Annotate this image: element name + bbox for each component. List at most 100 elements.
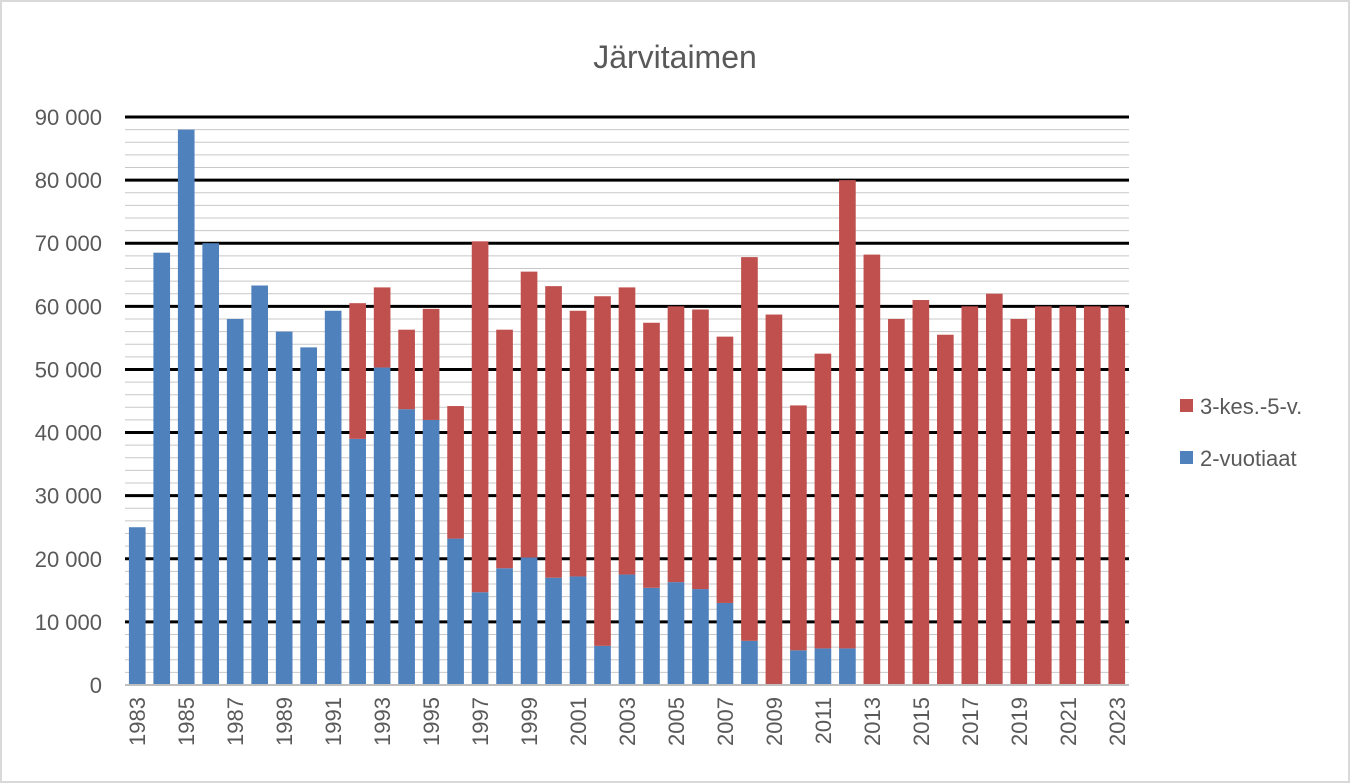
bar-3-kes-5-v-2012 [839, 180, 856, 649]
bar-3-kes-5-v-2004 [643, 322, 660, 588]
bar-2-vuotiaat-1987 [226, 318, 244, 685]
bar-2-vuotiaat-1995 [422, 419, 440, 685]
bar-3-kes-5-v-2022 [1083, 306, 1101, 685]
y-axis-tick-labels: 0 10 000 20 000 30 000 40 000 50 000 60 000 70 … [35, 105, 102, 698]
bar-2-vuotiaat-2004 [643, 587, 660, 685]
bar-2-vuotiaat-1997 [471, 592, 489, 685]
bar-2-vuotiaat-1991 [324, 310, 342, 685]
x-tick-label: 2007 [713, 697, 738, 746]
bar-2-vuotiaat-2000 [545, 577, 562, 685]
legend-swatch-3-kes-5-v [1180, 399, 1193, 412]
bar-2-vuotiaat-2003 [618, 574, 636, 685]
bar-3-kes-5-v-2005 [667, 306, 685, 583]
x-tick-label: 2005 [664, 697, 689, 746]
bar-3-kes-5-v-2010 [790, 405, 807, 651]
x-tick-label: 2009 [762, 697, 787, 746]
y-tick-label: 10 000 [35, 610, 102, 635]
x-tick-label: 1983 [125, 697, 150, 746]
bar-3-kes-5-v-2014 [888, 318, 905, 685]
bar-3-kes-5-v-2019 [1010, 318, 1028, 685]
bar-3-kes-5-v-2009 [765, 314, 783, 685]
bars [128, 129, 1126, 686]
bar-2-vuotiaat-1986 [202, 243, 220, 685]
bar-3-kes-5-v-2002 [594, 296, 611, 646]
bar-3-kes-5-v-1996 [447, 406, 464, 539]
bar-3-kes-5-v-2021 [1059, 306, 1077, 685]
bar-2-vuotiaat-2002 [594, 645, 611, 685]
x-tick-label: 1997 [468, 697, 493, 746]
bar-2-vuotiaat-1992 [349, 438, 366, 685]
bar-3-kes-5-v-2003 [618, 287, 636, 575]
bar-2-vuotiaat-1994 [398, 409, 415, 685]
x-tick-label: 2023 [1105, 697, 1130, 746]
legend-label-2-vuotiaat: 2-vuotiaat [1200, 446, 1297, 471]
legend-swatch-2-vuotiaat [1180, 451, 1193, 464]
bar-3-kes-5-v-1995 [422, 308, 440, 420]
x-tick-label: 2011 [811, 697, 836, 744]
x-tick-label: 1991 [321, 697, 346, 746]
y-tick-label: 90 000 [35, 105, 102, 130]
x-tick-label: 2003 [615, 697, 640, 746]
bar-3-kes-5-v-1992 [349, 303, 366, 439]
legend: 3-kes.-5-v. 2-vuotiaat [1180, 394, 1302, 471]
x-tick-label: 1995 [419, 697, 444, 746]
bar-3-kes-5-v-2013 [863, 254, 881, 686]
bar-2-vuotiaat-1996 [447, 538, 464, 685]
bar-3-kes-5-v-1994 [398, 329, 415, 410]
bar-2-vuotiaat-1983 [128, 527, 146, 685]
bar-2-vuotiaat-1989 [275, 331, 293, 685]
y-tick-label: 0 [90, 673, 102, 698]
x-tick-label: 2015 [909, 697, 934, 746]
bar-3-kes-5-v-2007 [716, 336, 734, 603]
bar-2-vuotiaat-2007 [716, 602, 734, 685]
bar-2-vuotiaat-1990 [300, 347, 317, 685]
bar-2-vuotiaat-1993 [373, 367, 391, 685]
y-tick-label: 60 000 [35, 294, 102, 319]
bar-2-vuotiaat-1998 [496, 568, 513, 685]
x-axis-tick-labels: 1983 1985 1987 1989 1991 1993 1995 1997 1999 2001… [125, 697, 1130, 746]
bar-3-kes-5-v-2017 [961, 306, 979, 685]
y-tick-label: 30 000 [35, 484, 102, 509]
bar-3-kes-5-v-2011 [814, 353, 832, 649]
bar-3-kes-5-v-2008 [741, 257, 758, 641]
bar-3-kes-5-v-2000 [545, 286, 562, 578]
x-tick-label: 1985 [174, 697, 199, 746]
bar-2-vuotiaat-2006 [692, 589, 709, 685]
x-tick-label: 2017 [958, 697, 983, 746]
y-tick-label: 70 000 [35, 231, 102, 256]
bar-2-vuotiaat-2005 [667, 582, 685, 685]
bar-3-kes-5-v-1993 [373, 287, 391, 368]
bar-2-vuotiaat-2011 [814, 648, 832, 685]
bar-3-kes-5-v-2016 [937, 334, 954, 685]
y-tick-label: 40 000 [35, 421, 102, 446]
x-tick-label: 1999 [517, 697, 542, 746]
bar-3-kes-5-v-2020 [1034, 306, 1052, 685]
x-tick-label: 2019 [1007, 697, 1032, 746]
chart-title: Järvitaimen [593, 39, 757, 75]
bar-2-vuotiaat-2010 [790, 650, 807, 685]
x-tick-label: 2001 [566, 697, 591, 746]
bar-2-vuotiaat-2001 [569, 576, 587, 685]
bar-3-kes-5-v-2001 [569, 310, 587, 577]
legend-label-3-kes-5-v: 3-kes.-5-v. [1200, 394, 1302, 419]
x-tick-label: 2021 [1056, 697, 1081, 746]
y-tick-label: 80 000 [35, 168, 102, 193]
bar-2-vuotiaat-1985 [177, 129, 195, 686]
bar-3-kes-5-v-1998 [496, 329, 513, 569]
bar-3-kes-5-v-2023 [1108, 306, 1126, 685]
x-tick-label: 1989 [272, 697, 297, 746]
bar-2-vuotiaat-2012 [839, 648, 856, 685]
bar-3-kes-5-v-1997 [471, 241, 489, 593]
bar-3-kes-5-v-2006 [692, 309, 709, 590]
bar-2-vuotiaat-1999 [520, 557, 538, 685]
bar-3-kes-5-v-2018 [985, 293, 1003, 685]
bar-2-vuotiaat-1988 [251, 285, 269, 685]
y-tick-label: 20 000 [35, 547, 102, 572]
bar-3-kes-5-v-2015 [912, 300, 930, 685]
x-tick-label: 1987 [223, 697, 248, 746]
x-tick-label: 1993 [370, 697, 395, 746]
y-tick-label: 50 000 [35, 357, 102, 382]
bar-2-vuotiaat-2008 [741, 640, 758, 685]
